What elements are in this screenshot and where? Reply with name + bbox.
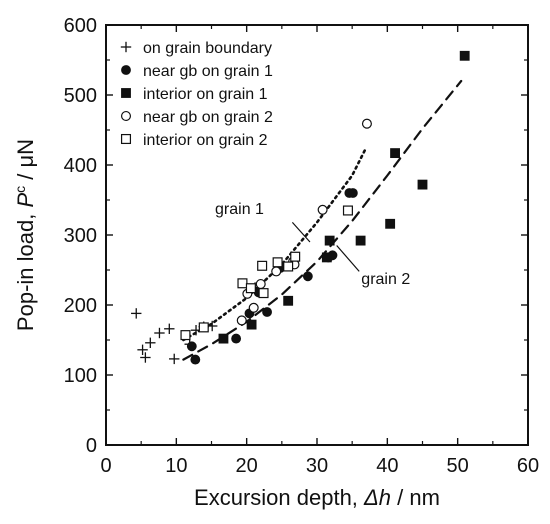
legend: on grain boundary near gb on grain 1 inter… — [120, 40, 273, 149]
grain-2-annotation: grain 2 — [361, 271, 410, 288]
data-point-open-square — [342, 205, 353, 216]
data-point-filled-square — [459, 50, 470, 61]
data-point-open-circle — [361, 118, 372, 129]
data-point-filled-square — [321, 252, 332, 263]
annotations: grain 1 grain 2 — [215, 201, 410, 288]
data-point-open-square — [258, 288, 269, 299]
grain-2-annotation-leader — [336, 245, 360, 272]
x-tick-label: 10 — [165, 455, 187, 477]
legend-marker-open-circle — [120, 110, 132, 122]
data-point-filled-circle — [347, 188, 358, 198]
series-5 — [180, 205, 353, 341]
data-point-open-square — [180, 330, 191, 341]
data-point-plus — [140, 352, 151, 363]
x-axis-tick-labels: 0 10 20 30 40 50 60 — [100, 455, 539, 477]
data-point-plus — [154, 327, 165, 339]
series-3 — [218, 50, 470, 344]
legend-marker-filled-square — [121, 88, 131, 98]
grain-1-annotation: grain 1 — [215, 201, 264, 218]
y-tick-label: 300 — [64, 225, 97, 247]
data-point-filled-circle — [190, 354, 201, 365]
legend-label: near gb on grain 1 — [143, 63, 273, 80]
data-point-open-square — [245, 283, 256, 294]
data-point-plus — [137, 344, 148, 355]
data-point-filled-square — [324, 235, 335, 246]
x-axis-title-symbol: Δh — [363, 485, 391, 510]
data-point-filled-square — [385, 218, 396, 229]
x-tick-label: 60 — [517, 455, 539, 477]
grain-2-trend-line — [182, 79, 463, 361]
y-axis-ticks — [106, 24, 528, 446]
legend-marker-plus — [120, 41, 132, 53]
x-tick-label: 20 — [236, 455, 258, 477]
data-point-open-circle — [236, 315, 247, 326]
y-tick-label: 100 — [64, 365, 97, 387]
data-point-open-square — [198, 322, 209, 333]
y-tick-label: 400 — [64, 155, 97, 177]
x-axis-title: Excursion depth, Δh / nm — [194, 485, 440, 510]
x-tick-label: 30 — [306, 455, 328, 477]
legend-marker-filled-circle — [121, 65, 131, 75]
legend-label: interior on grain 1 — [143, 86, 268, 103]
y-axis-tick-labels: 0 100 200 300 400 500 600 — [64, 15, 97, 457]
x-tick-label: 40 — [376, 455, 398, 477]
data-point-filled-circle — [231, 333, 242, 344]
y-tick-label: 600 — [64, 15, 97, 37]
x-tick-label: 50 — [447, 455, 469, 477]
y-axis-title-symbol: P — [13, 193, 38, 208]
x-tick-label: 0 — [100, 455, 111, 477]
grain-1-annotation-leader — [291, 221, 311, 243]
data-point-plus — [145, 337, 156, 348]
series-2 — [186, 188, 358, 365]
y-axis-title-prefix: Pop-in load, — [13, 208, 38, 332]
data-point-plus — [131, 308, 142, 319]
data-point-filled-square — [390, 148, 400, 159]
data-point-open-square — [257, 260, 268, 271]
legend-marker-open-square — [120, 133, 132, 145]
legend-label: on grain boundary — [143, 40, 272, 57]
y-tick-label: 0 — [86, 435, 97, 457]
data-point-filled-square — [283, 295, 294, 306]
y-tick-label: 200 — [64, 295, 97, 317]
legend-label: near gb on grain 2 — [143, 109, 273, 126]
data-point-open-circle — [271, 266, 282, 277]
y-axis-title: Pop-in load, Pc / μN — [12, 139, 38, 331]
y-axis-title-superscript: c — [12, 186, 28, 193]
data-point-filled-circle — [302, 271, 313, 282]
data-point-open-circle — [317, 204, 328, 215]
y-axis-title-unit: / μN — [13, 139, 38, 186]
legend-label: interior on grain 2 — [143, 132, 268, 149]
x-axis-ticks — [105, 25, 529, 445]
data-point-plus — [164, 323, 175, 334]
data-point-plus — [169, 353, 180, 365]
data-points — [131, 50, 470, 365]
data-point-open-circle — [255, 278, 266, 290]
data-point-filled-square — [218, 333, 229, 344]
y-tick-label: 500 — [64, 85, 97, 107]
data-point-filled-circle — [262, 307, 272, 317]
data-point-open-square — [290, 251, 301, 262]
data-point-filled-square — [417, 179, 428, 190]
data-point-filled-circle — [186, 341, 197, 352]
data-point-open-square — [272, 257, 283, 268]
data-point-filled-square — [246, 319, 257, 330]
data-point-open-circle — [248, 302, 259, 313]
x-axis-title-prefix: Excursion depth, — [194, 485, 364, 510]
data-point-open-square — [283, 261, 294, 272]
data-point-filled-square — [355, 235, 366, 246]
data-point-open-square — [237, 278, 248, 289]
x-axis-title-unit: / nm — [391, 485, 440, 510]
